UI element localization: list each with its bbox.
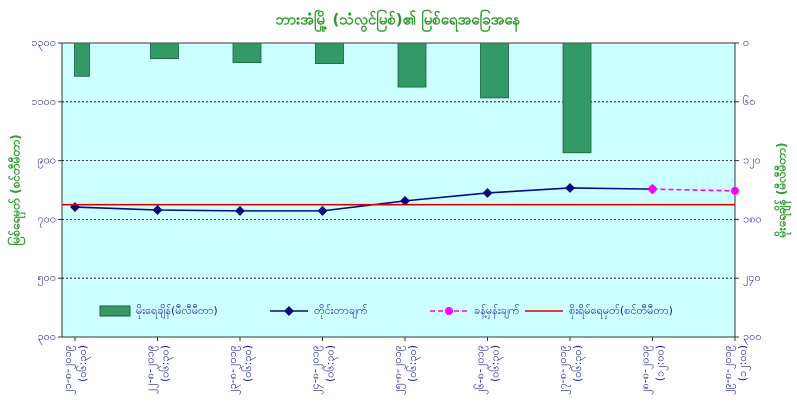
legend-label: ခန့်မှန်းချက် bbox=[474, 304, 520, 319]
legend-marker bbox=[284, 306, 294, 316]
legend-swatch bbox=[99, 305, 131, 317]
point bbox=[565, 182, 575, 193]
point bbox=[482, 187, 493, 198]
x-tick-time: (၁၂:၀၀) bbox=[654, 345, 669, 381]
x-tick-time: (၀၆:၃၀) bbox=[76, 345, 91, 382]
point bbox=[400, 195, 410, 206]
bar bbox=[74, 42, 90, 77]
x-tick-time: (၀၆:၃၀) bbox=[324, 345, 339, 382]
y2-tick-label: ၂၄၀ bbox=[743, 271, 761, 286]
point bbox=[152, 205, 163, 215]
y2-tick-label: ၃၀၀ bbox=[743, 330, 762, 345]
bar bbox=[562, 42, 592, 154]
x-tick-time: (၀၆:၃၀) bbox=[571, 345, 586, 382]
x-tick-label: ၂၃-၈-၂၀၁၉ bbox=[226, 345, 241, 395]
y-tick-label: ၉၀၀ bbox=[37, 154, 56, 169]
x-tick-label: ၂၉-၈-၂၀၁၉ bbox=[721, 345, 736, 395]
legend-label: စိုးရိမ်ရေမှတ်(စင်တီမီတာ) bbox=[569, 304, 673, 319]
legend-marker bbox=[445, 307, 453, 315]
x-tick-label: ၂၂-၈-၂၀၁၉ bbox=[144, 345, 159, 394]
point bbox=[648, 185, 657, 194]
y-axis-label: မြစ်ရေမှတ် (စင်တီမီတာ) bbox=[6, 134, 27, 245]
x-tick-label: ၂၅-၈-၂၀၁၉ bbox=[391, 345, 406, 395]
x-tick-label: ၂၄-၈-၂၀၁၉ bbox=[309, 345, 324, 395]
x-tick-label: ၂၆-၈-၂၀၁၉ bbox=[474, 345, 489, 395]
point bbox=[731, 186, 739, 195]
x-tick-time: (၁၂:၀၀) bbox=[736, 345, 751, 381]
y2-tick-label: ၁၂၀ bbox=[743, 154, 761, 169]
x-tick-time: (၀၆:၃၀) bbox=[489, 345, 504, 382]
y-tick-label: ၁၁၀၀ bbox=[31, 95, 56, 108]
y2-tick-label: ၀ bbox=[743, 36, 749, 49]
x-tick-label: ၂၈-၈-၂၀၁၉ bbox=[639, 345, 654, 395]
bar bbox=[150, 42, 179, 60]
x-tick-time: (၀၆:၃၀) bbox=[406, 345, 421, 382]
y2-axis-label: မိုးရေချိန် (မီလီမီတာ) bbox=[773, 143, 793, 239]
x-tick-label: ၂၇-၈-၂၀၁၉ bbox=[556, 345, 571, 395]
y-tick-label: ၇၀၀ bbox=[37, 212, 56, 227]
x-tick-time: (၀၆:၃၀) bbox=[241, 345, 256, 382]
point bbox=[235, 205, 245, 216]
y2-tick-label: ၁၈၀ bbox=[743, 212, 762, 225]
legend-label: မိုးရေချိန်(မီလီမီတာ) bbox=[136, 304, 218, 319]
bar bbox=[315, 42, 344, 64]
data-line bbox=[652, 188, 736, 192]
legend-label: တိုင်းတာချက် bbox=[314, 304, 368, 319]
y-tick-label: ၅၀၀ bbox=[37, 271, 56, 286]
bar bbox=[397, 42, 427, 88]
y-tick-label: ၁၃၀၀ bbox=[31, 36, 56, 51]
x-tick-time: (၀၆:၃၀) bbox=[159, 345, 174, 382]
y-tick-label: ၃၀၀ bbox=[37, 330, 56, 345]
data-line bbox=[74, 187, 653, 212]
x-tick-label: ၂၁-၈-၂၀၁၉ bbox=[61, 345, 76, 395]
bar bbox=[480, 42, 509, 99]
bar bbox=[232, 42, 262, 64]
plot-area bbox=[61, 42, 736, 338]
point bbox=[317, 205, 328, 216]
y2-tick-label: ၆၀ bbox=[743, 95, 755, 108]
